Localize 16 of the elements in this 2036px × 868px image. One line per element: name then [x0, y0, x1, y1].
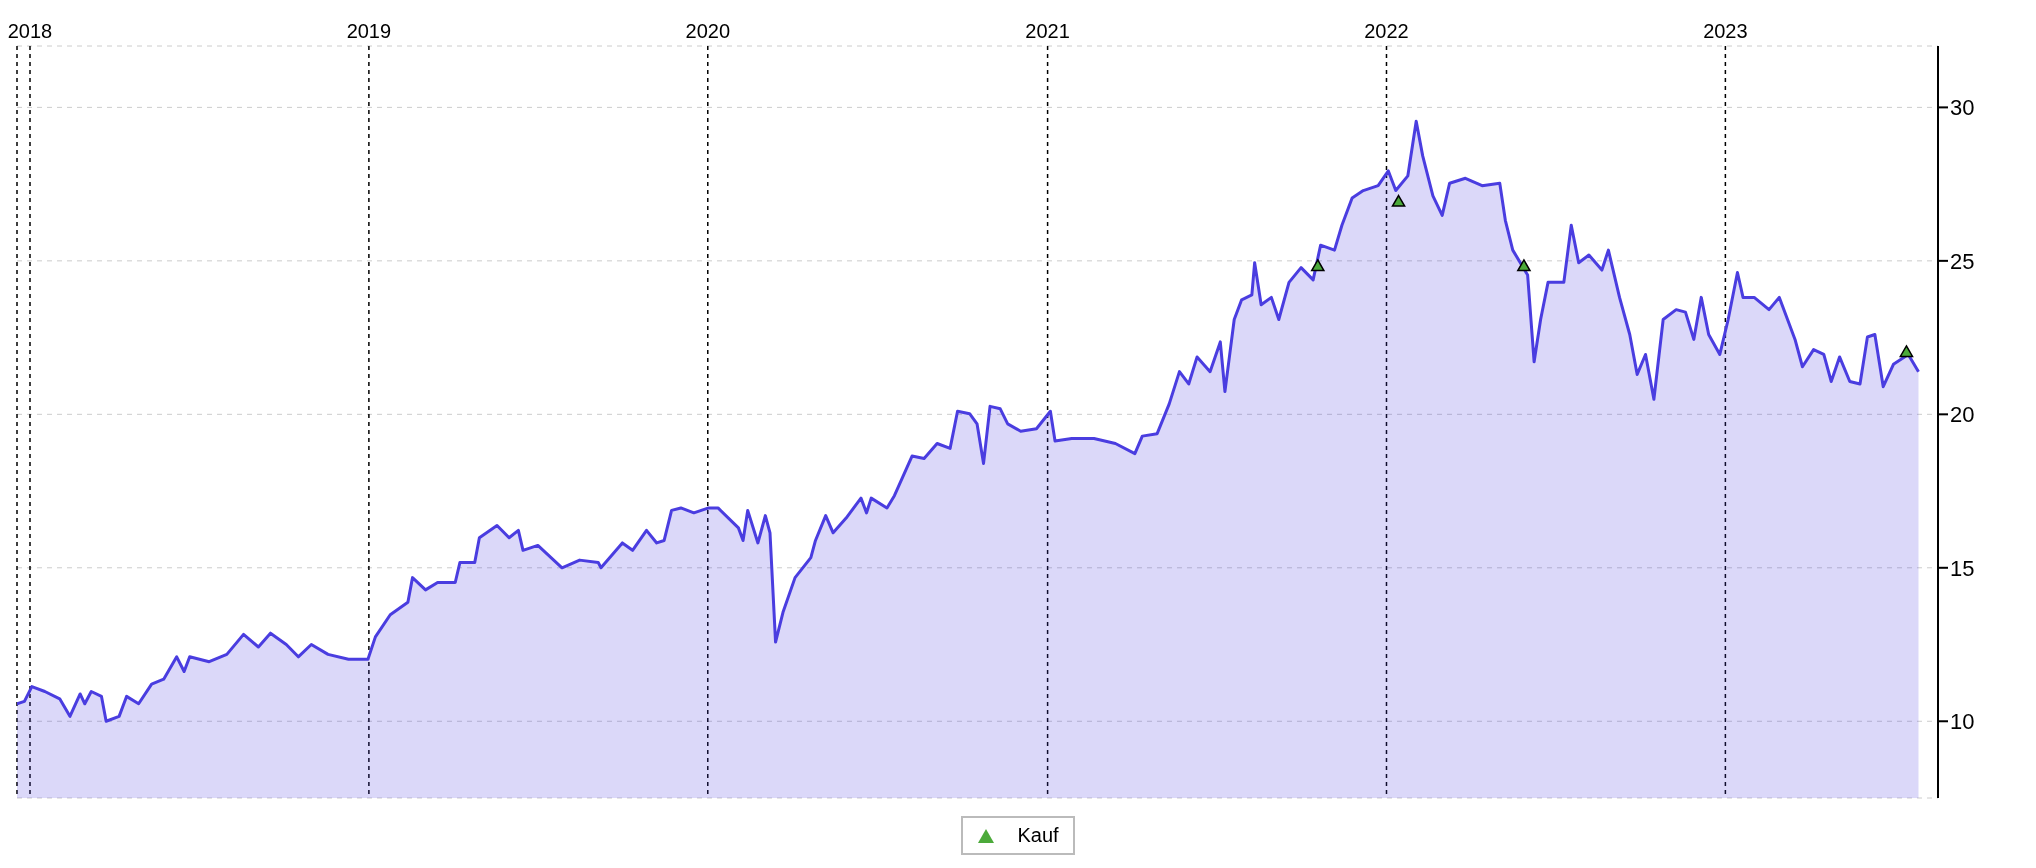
legend-label: Kauf	[1017, 824, 1059, 847]
x-tick-label: 2022	[1364, 20, 1409, 42]
y-tick-label: 30	[1950, 95, 1975, 121]
y-tick-label: 10	[1950, 709, 1975, 735]
point	[1391, 194, 1406, 207]
point	[1517, 259, 1531, 272]
x-tick-label: 2019	[346, 20, 392, 42]
x-tick-label: 2020	[685, 20, 731, 42]
y-tick-label: 15	[1950, 555, 1975, 581]
x-tick-label: 2021	[1025, 20, 1070, 42]
y-tick-label: 25	[1950, 248, 1975, 274]
point	[1899, 345, 1914, 358]
x-tick-label: 2018	[7, 20, 53, 42]
y-tick-label: 20	[1950, 402, 1975, 428]
x-tick-label: 2023	[1703, 20, 1748, 42]
point	[1310, 259, 1325, 272]
